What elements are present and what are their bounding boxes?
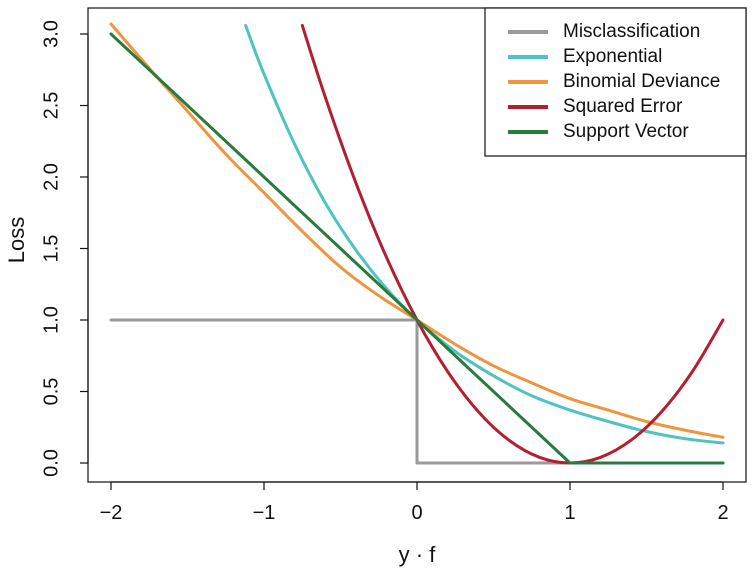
y-axis: 0.0 0.5 1.0 1.5 2.0 2.5 3.0	[40, 20, 89, 477]
legend: Misclassification Exponential Binomial Dev…	[484, 7, 747, 157]
series-layer	[109, 22, 725, 465]
y-tick-label: 2.0	[40, 163, 62, 191]
x-tick-label: −1	[253, 502, 276, 524]
series-line-squared-error	[300, 23, 725, 465]
y-tick-label: 1.0	[40, 306, 62, 334]
y-tick-label: 1.5	[40, 235, 62, 263]
series-line-exponential	[244, 23, 725, 445]
series-line-support-vector	[109, 32, 725, 465]
y-tick-label: 0.5	[40, 378, 62, 406]
x-axis-label: y · f	[399, 542, 437, 567]
legend-label-squared-error: Squared Error	[563, 96, 683, 117]
legend-label-support-vector: Support Vector	[563, 121, 689, 142]
x-tick-label: 1	[564, 502, 575, 524]
y-tick-label: 3.0	[40, 20, 62, 48]
y-axis-label: Loss	[4, 217, 29, 263]
x-tick-label: −2	[100, 502, 123, 524]
legend-label-binomial-deviance: Binomial Deviance	[563, 71, 720, 92]
x-tick-label: 2	[717, 502, 728, 524]
legend-label-exponential: Exponential	[563, 46, 662, 67]
legend-label-misclassification: Misclassification	[563, 21, 700, 42]
y-tick-label: 0.0	[40, 449, 62, 477]
x-axis: −2 −1 0 1 2	[100, 481, 729, 524]
x-tick-label: 0	[411, 502, 422, 524]
y-tick-label: 2.5	[40, 92, 62, 120]
